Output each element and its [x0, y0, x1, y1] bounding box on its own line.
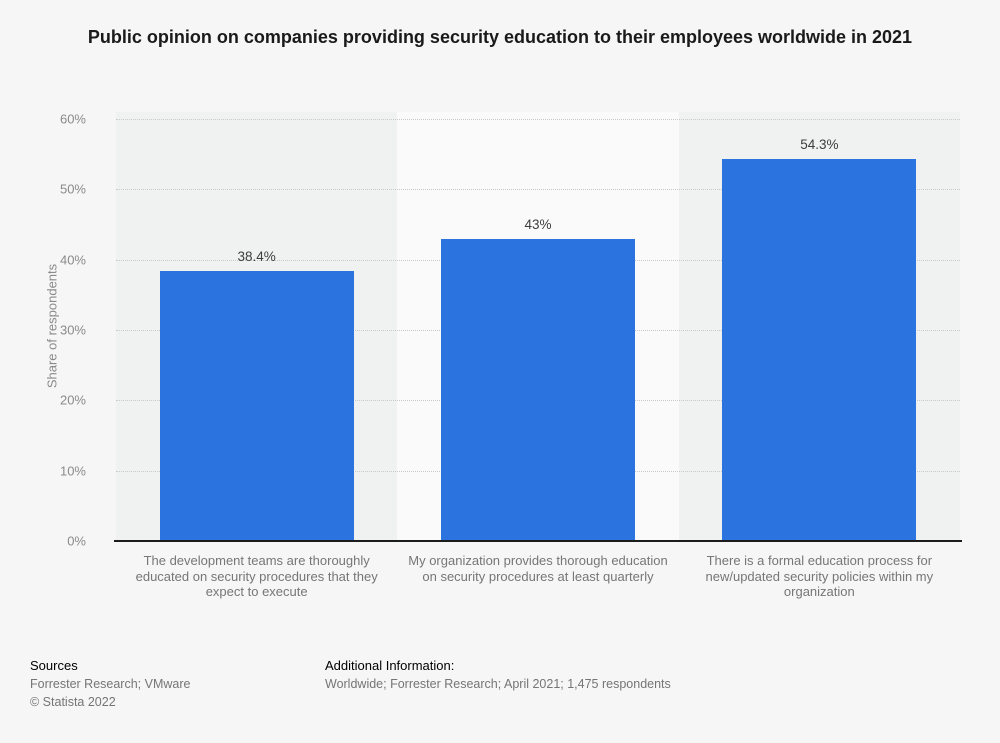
plot-area: 38.4% 43% 54.3% — [116, 112, 960, 541]
bar-value-label: 38.4% — [237, 248, 276, 264]
additional-info-heading: Additional Information: — [325, 658, 455, 673]
sources-line: Forrester Research; VMware — [30, 677, 191, 691]
footer-additional-info: Additional Information: Worldwide; Forre… — [325, 656, 671, 693]
gridline — [116, 189, 960, 191]
copyright-line: © Statista 2022 — [30, 695, 116, 709]
bar-value-label: 43% — [524, 216, 552, 232]
x-category-label: My organization provides thorough educat… — [408, 553, 668, 584]
y-tick-label: 10% — [59, 463, 86, 479]
x-axis-labels: The development teams are thoroughly edu… — [116, 553, 960, 600]
gridline — [116, 119, 960, 121]
x-axis-line — [114, 540, 962, 542]
y-tick-label: 60% — [59, 111, 86, 127]
y-tick-label: 30% — [59, 322, 86, 338]
bar-value-label: 54.3% — [800, 137, 839, 153]
x-category-label: There is a formal education process for … — [705, 553, 934, 599]
chart-title: Public opinion on companies providing se… — [0, 20, 1000, 54]
y-tick-label: 0% — [67, 533, 86, 549]
sources-heading: Sources — [30, 658, 78, 673]
footer-sources: Sources Forrester Research; VMware © Sta… — [30, 656, 190, 711]
chart-title-text: Public opinion on companies providing se… — [87, 27, 913, 47]
x-category-label: The development teams are thoroughly edu… — [135, 553, 378, 599]
bar — [159, 270, 354, 541]
y-axis-ticks: 0% 10% 20% 30% 40% 50% 60% — [0, 111, 100, 549]
y-tick-label: 20% — [59, 392, 86, 408]
bar — [722, 159, 917, 541]
bar — [441, 238, 635, 541]
additional-info-line: Worldwide; Forrester Research; April 202… — [325, 677, 671, 691]
y-tick-label: 50% — [59, 181, 86, 197]
y-tick-label: 40% — [59, 252, 86, 268]
